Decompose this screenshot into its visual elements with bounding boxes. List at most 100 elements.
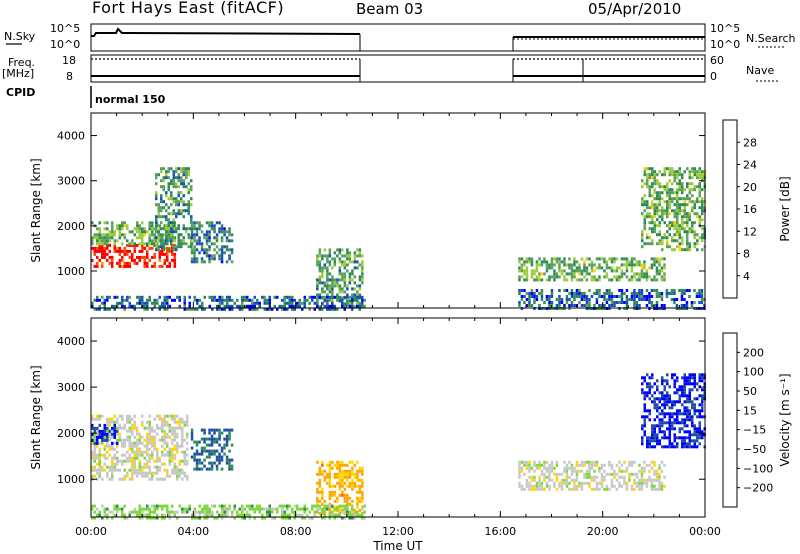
data-cell — [338, 284, 342, 288]
data-cell — [136, 295, 139, 299]
data-cell — [138, 435, 141, 439]
data-cell — [553, 278, 556, 282]
data-cell — [263, 307, 266, 311]
data-cell — [668, 439, 671, 443]
data-cell — [343, 272, 347, 276]
data-cell — [691, 194, 694, 198]
data-cell — [331, 466, 334, 470]
data-cell — [326, 302, 329, 306]
data-cell — [348, 496, 352, 500]
data-cell — [141, 516, 144, 520]
data-cell — [291, 507, 294, 511]
data-cell — [668, 206, 671, 210]
data-cell — [213, 230, 216, 234]
data-cell — [683, 424, 686, 428]
data-cell — [683, 221, 686, 225]
data-cell — [133, 304, 136, 308]
data-cell — [683, 409, 686, 413]
data-cell — [198, 239, 201, 243]
data-cell — [128, 261, 131, 265]
data-cell — [318, 484, 322, 488]
data-cell — [673, 301, 676, 304]
data-cell — [643, 481, 646, 485]
data-cell — [168, 516, 171, 520]
colorbar-tick-label: −100 — [743, 462, 773, 475]
data-cell — [698, 167, 701, 171]
data-cell — [321, 275, 324, 279]
data-cell — [523, 269, 526, 273]
data-cell — [283, 510, 286, 514]
data-cell — [558, 472, 561, 476]
data-cell — [331, 304, 334, 308]
data-cell — [208, 260, 211, 264]
data-cell — [570, 266, 574, 270]
data-cell — [138, 516, 141, 520]
data-cell — [518, 472, 521, 476]
data-cell — [283, 516, 286, 520]
data-cell — [666, 394, 669, 398]
data-cell — [228, 307, 231, 311]
data-cell — [651, 230, 654, 234]
data-cell — [655, 260, 659, 264]
data-cell — [148, 227, 151, 231]
data-cell — [128, 417, 131, 421]
data-cell — [168, 450, 171, 454]
data-cell — [211, 513, 214, 517]
data-cell — [328, 295, 331, 299]
freq-tick-right-top: 60 — [710, 54, 724, 67]
data-cell — [201, 307, 204, 311]
data-cell — [643, 379, 646, 383]
data-cell — [661, 421, 664, 425]
data-cell — [630, 275, 634, 279]
data-cell — [666, 403, 669, 407]
data-cell — [161, 301, 164, 305]
data-cell — [203, 510, 206, 514]
data-cell — [193, 510, 196, 514]
data-cell — [525, 278, 529, 282]
data-cell — [341, 510, 344, 514]
data-cell — [328, 475, 332, 479]
data-cell — [155, 236, 158, 240]
data-cell — [671, 239, 674, 243]
data-cell — [128, 456, 131, 460]
data-cell — [688, 173, 691, 177]
data-cell — [271, 507, 274, 511]
data-cell — [535, 275, 539, 279]
data-cell — [548, 298, 551, 301]
data-cell — [170, 236, 173, 240]
data-cell — [648, 376, 651, 380]
data-cell — [180, 167, 183, 171]
data-cell — [123, 304, 126, 308]
data-cell — [158, 465, 161, 469]
data-cell — [133, 414, 136, 418]
data-cell — [323, 510, 326, 514]
data-cell — [148, 239, 151, 243]
data-cell — [683, 292, 686, 295]
data-cell — [610, 484, 614, 488]
data-cell — [668, 442, 671, 446]
data-cell — [96, 513, 99, 517]
data-cell — [698, 292, 701, 295]
data-cell — [195, 239, 199, 243]
data-cell — [153, 441, 156, 445]
data-cell — [205, 248, 209, 252]
data-cell — [693, 409, 696, 413]
data-cell — [645, 304, 649, 307]
data-cell — [151, 516, 154, 520]
data-cell — [598, 295, 601, 298]
data-cell — [168, 462, 171, 466]
data-cell — [181, 435, 184, 439]
data-cell — [113, 249, 116, 253]
data-cell — [630, 298, 634, 301]
data-cell — [161, 507, 164, 511]
data-cell — [655, 278, 659, 282]
data-cell — [341, 298, 344, 302]
data-cell — [570, 478, 574, 482]
data-cell — [661, 403, 664, 407]
data-cell — [276, 510, 279, 514]
data-cell — [118, 426, 121, 430]
data-cell — [651, 206, 654, 210]
data-cell — [361, 484, 364, 488]
data-cell — [213, 236, 216, 240]
data-cell — [633, 472, 636, 476]
